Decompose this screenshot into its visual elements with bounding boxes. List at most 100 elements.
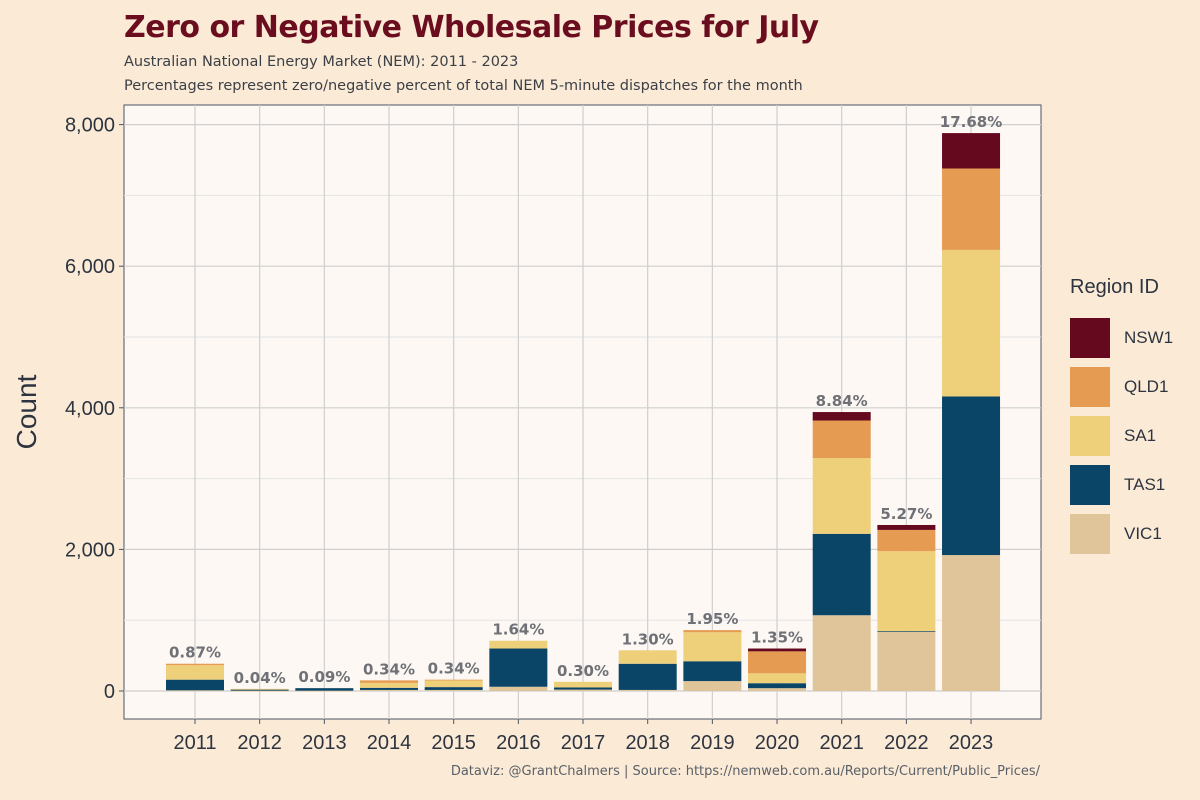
bar-tas1-2012: [230, 689, 289, 691]
x-tick-label: 2014: [367, 732, 412, 754]
bar-sa1-2020: [748, 673, 807, 684]
bar-sa1-2011: [166, 665, 224, 680]
bar-percent-label: 1.95%: [686, 610, 738, 628]
bar-vic1-2014: [360, 689, 419, 691]
y-tick-label: 4,000: [65, 398, 115, 420]
legend-swatch: [1070, 464, 1110, 505]
bar-nsw1-2022: [877, 524, 936, 530]
bar-sa1-2016: [489, 640, 548, 649]
legend-label: TAS1: [1124, 474, 1166, 494]
bar-sa1-2019: [683, 632, 742, 662]
bar-percent-label: 1.35%: [751, 629, 803, 647]
bar-sa1-2017: [554, 681, 613, 688]
x-tick-label: 2018: [625, 732, 670, 754]
bar-tas1-2022: [877, 631, 936, 632]
x-tick-label: 2013: [302, 732, 347, 754]
legend-swatch: [1070, 513, 1110, 554]
bar-qld1-2023: [942, 168, 1001, 250]
bar-nsw1-2023: [942, 133, 1001, 169]
chart-subtitle: Australian National Energy Market (NEM):…: [124, 54, 519, 70]
bar-tas1-2014: [360, 687, 419, 690]
bar-sa1-2022: [877, 551, 936, 632]
legend-item-tas1: TAS1: [1070, 460, 1195, 509]
y-tick-label: 0: [104, 681, 115, 703]
bar-nsw1-2021: [812, 412, 871, 421]
bar-qld1-2014: [360, 680, 419, 683]
x-tick-label: 2011: [173, 732, 216, 754]
y-tick-label: 2,000: [65, 539, 115, 561]
bar-percent-label: 1.30%: [622, 630, 674, 648]
legend-item-qld1: QLD1: [1070, 362, 1195, 411]
bar-tas1-2013: [295, 688, 354, 691]
bar-vic1-2019: [683, 681, 742, 691]
bar-percent-label: 8.84%: [816, 392, 868, 410]
bar-vic1-2011: [166, 690, 224, 692]
bar-vic1-2018: [618, 689, 677, 691]
legend-label: SA1: [1124, 425, 1157, 445]
bar-vic1-2023: [942, 555, 1001, 691]
x-tick-label: 2021: [819, 732, 864, 754]
legend-swatch: [1070, 415, 1110, 456]
bar-vic1-2017: [554, 689, 613, 691]
bar-vic1-2016: [489, 686, 548, 691]
bar-percent-label: 0.30%: [557, 662, 609, 680]
bar-percent-label: 0.04%: [234, 669, 286, 687]
bar-tas1-2018: [618, 663, 677, 690]
y-tick-label: 8,000: [65, 115, 115, 137]
bar-qld1-2022: [877, 529, 936, 552]
legend-swatch: [1070, 366, 1110, 407]
bar-sa1-2012: [230, 688, 289, 690]
bar-vic1-2020: [748, 688, 807, 691]
x-tick-label: 2016: [496, 732, 541, 754]
legend-swatch: [1070, 317, 1110, 358]
chart-title: Zero or Negative Wholesale Prices for Ju…: [124, 10, 819, 45]
bar-qld1-2015: [424, 679, 483, 681]
bar-vic1-2022: [877, 631, 936, 691]
bar-tas1-2011: [166, 679, 224, 691]
y-tick-label: 6,000: [65, 256, 115, 278]
bar-percent-label: 1.64%: [492, 621, 544, 639]
bar-tas1-2019: [683, 661, 742, 682]
bar-percent-label: 17.68%: [940, 113, 1002, 131]
bar-sa1-2023: [942, 249, 1001, 397]
bar-tas1-2016: [489, 648, 548, 687]
bar-sa1-2014: [360, 682, 419, 688]
legend-item-vic1: VIC1: [1070, 509, 1195, 558]
bar-vic1-2013: [295, 690, 354, 692]
bar-tas1-2017: [554, 687, 613, 690]
bar-tas1-2023: [942, 396, 1001, 556]
bar-sa1-2015: [424, 680, 483, 688]
bar-qld1-2021: [812, 420, 871, 459]
bar-percent-label: 0.34%: [428, 660, 480, 678]
source-caption: Dataviz: @GrantChalmers | Source: https:…: [450, 764, 1040, 779]
x-tick-label: 2020: [755, 732, 800, 754]
legend-item-sa1: SA1: [1070, 411, 1195, 460]
bar-qld1-2011: [166, 663, 224, 666]
bar-tas1-2020: [748, 683, 807, 689]
legend-title: Region ID: [1070, 276, 1159, 298]
bar-vic1-2021: [812, 615, 871, 691]
x-tick-label: 2022: [884, 732, 929, 754]
x-tick-label: 2012: [237, 732, 282, 754]
bar-percent-label: 0.34%: [363, 660, 415, 678]
x-tick-label: 2023: [949, 732, 994, 754]
x-tick-label: 2019: [690, 732, 735, 754]
bar-sa1-2021: [812, 458, 871, 534]
bar-tas1-2015: [424, 687, 483, 690]
bar-sa1-2018: [618, 650, 677, 664]
legend-label: VIC1: [1124, 523, 1162, 543]
bar-qld1-2019: [683, 630, 742, 633]
legend-label: QLD1: [1124, 376, 1169, 396]
bar-tas1-2021: [812, 533, 871, 616]
bar-nsw1-2020: [748, 648, 807, 652]
bar-percent-label: 5.27%: [880, 505, 932, 523]
legend: Region ID NSW1 QLD1 SA1 TAS1 VIC1: [1070, 276, 1195, 558]
legend-item-nsw1: NSW1: [1070, 313, 1195, 362]
bar-vic1-2015: [424, 689, 483, 691]
y-axis-label: Count: [11, 374, 42, 449]
x-tick-label: 2015: [431, 732, 476, 754]
x-tick-label: 2017: [561, 732, 606, 754]
legend-label: NSW1: [1124, 327, 1174, 347]
chart-subtitle-note: Percentages represent zero/negative perc…: [124, 78, 803, 94]
